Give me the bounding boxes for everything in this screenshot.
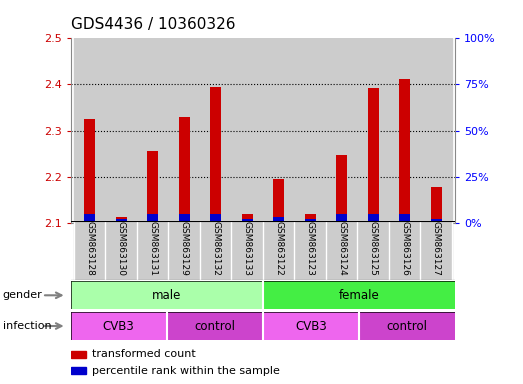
Bar: [263, 38, 294, 223]
Text: GSM863133: GSM863133: [243, 221, 252, 276]
Text: GSM863126: GSM863126: [400, 221, 409, 276]
Text: male: male: [152, 289, 181, 302]
Text: percentile rank within the sample: percentile rank within the sample: [92, 366, 280, 376]
Bar: [137, 38, 168, 223]
Text: GSM863130: GSM863130: [117, 221, 126, 276]
Text: transformed count: transformed count: [92, 349, 196, 359]
Bar: [326, 221, 357, 280]
Bar: [242, 214, 253, 223]
Bar: [84, 119, 95, 223]
Text: GSM863124: GSM863124: [337, 221, 346, 276]
Bar: [210, 87, 221, 223]
Bar: [71, 281, 263, 309]
Bar: [71, 367, 86, 374]
Bar: [147, 151, 158, 223]
Bar: [294, 38, 326, 223]
Text: GSM863125: GSM863125: [369, 221, 378, 276]
Bar: [359, 312, 455, 340]
Bar: [273, 179, 284, 223]
Bar: [137, 221, 168, 280]
Bar: [420, 38, 452, 223]
Bar: [336, 155, 347, 223]
Bar: [200, 38, 231, 223]
Bar: [304, 214, 315, 223]
Bar: [389, 38, 420, 223]
Text: GSM863123: GSM863123: [305, 221, 314, 276]
Text: GSM863129: GSM863129: [179, 221, 188, 276]
Text: control: control: [386, 319, 427, 333]
Text: GSM863122: GSM863122: [274, 221, 283, 276]
Bar: [105, 38, 137, 223]
Text: control: control: [194, 319, 235, 333]
Text: GSM863131: GSM863131: [148, 221, 157, 276]
Bar: [168, 221, 200, 280]
Bar: [167, 312, 263, 340]
Bar: [71, 312, 167, 340]
Text: infection: infection: [3, 321, 51, 331]
Bar: [231, 221, 263, 280]
Bar: [263, 312, 359, 340]
Bar: [74, 38, 105, 223]
Bar: [326, 38, 357, 223]
Bar: [399, 214, 410, 223]
Bar: [168, 38, 200, 223]
Bar: [178, 214, 189, 223]
Bar: [231, 38, 263, 223]
Bar: [368, 88, 379, 223]
Bar: [71, 351, 86, 358]
Text: GSM863128: GSM863128: [85, 221, 94, 276]
Bar: [357, 221, 389, 280]
Bar: [430, 187, 441, 223]
Bar: [368, 214, 379, 223]
Bar: [263, 281, 455, 309]
Bar: [84, 214, 95, 223]
Bar: [74, 221, 105, 280]
Bar: [420, 221, 452, 280]
Bar: [116, 219, 127, 223]
Bar: [294, 221, 326, 280]
Text: CVB3: CVB3: [103, 319, 134, 333]
Bar: [389, 221, 420, 280]
Bar: [430, 219, 441, 223]
Bar: [210, 214, 221, 223]
Text: GDS4436 / 10360326: GDS4436 / 10360326: [71, 17, 235, 32]
Text: GSM863132: GSM863132: [211, 221, 220, 276]
Bar: [116, 217, 127, 223]
Bar: [357, 38, 389, 223]
Bar: [273, 217, 284, 223]
Text: CVB3: CVB3: [295, 319, 327, 333]
Bar: [399, 79, 410, 223]
Text: GSM863127: GSM863127: [431, 221, 440, 276]
Bar: [147, 214, 158, 223]
Bar: [242, 219, 253, 223]
Bar: [263, 221, 294, 280]
Bar: [178, 117, 189, 223]
Text: female: female: [338, 289, 379, 302]
Bar: [336, 214, 347, 223]
Bar: [304, 219, 315, 223]
Bar: [105, 221, 137, 280]
Bar: [200, 221, 231, 280]
Text: gender: gender: [3, 290, 42, 300]
